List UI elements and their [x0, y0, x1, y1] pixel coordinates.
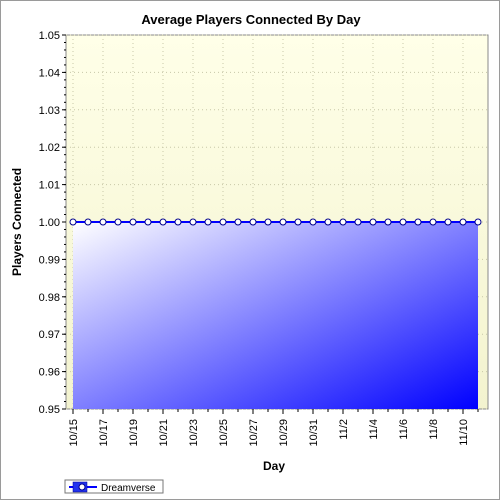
y-axis-ticks: 0.95 0.96 0.97 0.98 0.99 1.00 1.01 1.02 1.03 1.04…	[39, 30, 66, 416]
data-point	[264, 218, 272, 226]
data-point	[219, 218, 227, 226]
x-tick-label: 10/19	[128, 419, 140, 447]
data-point	[159, 218, 167, 226]
y-tick-label: 0.96	[39, 367, 60, 379]
y-tick-label: 0.95	[39, 404, 60, 416]
x-tick-label: 11/4	[368, 419, 380, 440]
chart-title: Average Players Connected By Day	[141, 12, 361, 27]
data-point	[249, 218, 257, 226]
data-point	[339, 218, 347, 226]
y-tick-label: 1.03	[39, 105, 60, 117]
y-tick-label: 0.99	[39, 254, 60, 266]
data-point	[279, 218, 287, 226]
data-point	[84, 218, 92, 226]
x-tick-label: 10/31	[308, 419, 320, 447]
x-tick-label: 10/29	[278, 419, 290, 447]
x-tick-label: 10/17	[98, 419, 110, 447]
data-point	[309, 218, 317, 226]
y-tick-label: 1.02	[39, 142, 60, 154]
data-point	[399, 218, 407, 226]
x-tick-label: 11/2	[338, 419, 350, 440]
data-point	[69, 218, 77, 226]
data-point	[189, 218, 197, 226]
x-axis-label: Day	[263, 459, 285, 473]
y-tick-label: 0.98	[39, 292, 60, 304]
y-tick-label: 1.05	[39, 30, 60, 42]
x-tick-label: 10/27	[248, 419, 260, 447]
data-point	[429, 218, 437, 226]
x-tick-label: 11/6	[398, 419, 410, 440]
data-point	[354, 218, 362, 226]
x-tick-label: 11/8	[428, 419, 440, 440]
y-tick-label: 1.00	[39, 217, 60, 229]
data-point	[474, 218, 482, 226]
x-tick-label: 11/10	[458, 419, 470, 446]
data-point	[369, 218, 377, 226]
data-point	[114, 218, 122, 226]
x-axis-ticks: 10/15 10/17 10/19 10/21 10/23 10/25 10/27 10/29…	[68, 409, 479, 447]
x-tick-label: 10/21	[158, 419, 170, 447]
y-axis-label: Players Connected	[10, 168, 24, 276]
data-point	[129, 218, 137, 226]
legend: Dreamverse	[64, 479, 164, 494]
data-point	[99, 218, 107, 226]
legend-box	[64, 479, 164, 494]
data-point	[414, 218, 422, 226]
data-point	[444, 218, 452, 226]
data-point	[459, 218, 467, 226]
x-tick-label: 10/23	[188, 419, 200, 447]
data-point	[174, 218, 182, 226]
x-tick-label: 10/15	[68, 419, 80, 447]
y-tick-label: 1.01	[39, 180, 60, 192]
legend-label-dreamverse: Dreamverse	[101, 483, 156, 494]
y-tick-label: 0.97	[39, 329, 60, 341]
legend-marker	[78, 483, 86, 491]
data-point	[294, 218, 302, 226]
series-points	[69, 218, 482, 226]
data-point	[234, 218, 242, 226]
data-point	[144, 218, 152, 226]
series-area	[73, 222, 478, 409]
data-point	[384, 218, 392, 226]
y-tick-label: 1.04	[39, 67, 60, 79]
x-tick-label: 10/25	[218, 419, 230, 447]
data-point	[324, 218, 332, 226]
series-area-fill	[73, 222, 478, 409]
data-point	[204, 218, 212, 226]
